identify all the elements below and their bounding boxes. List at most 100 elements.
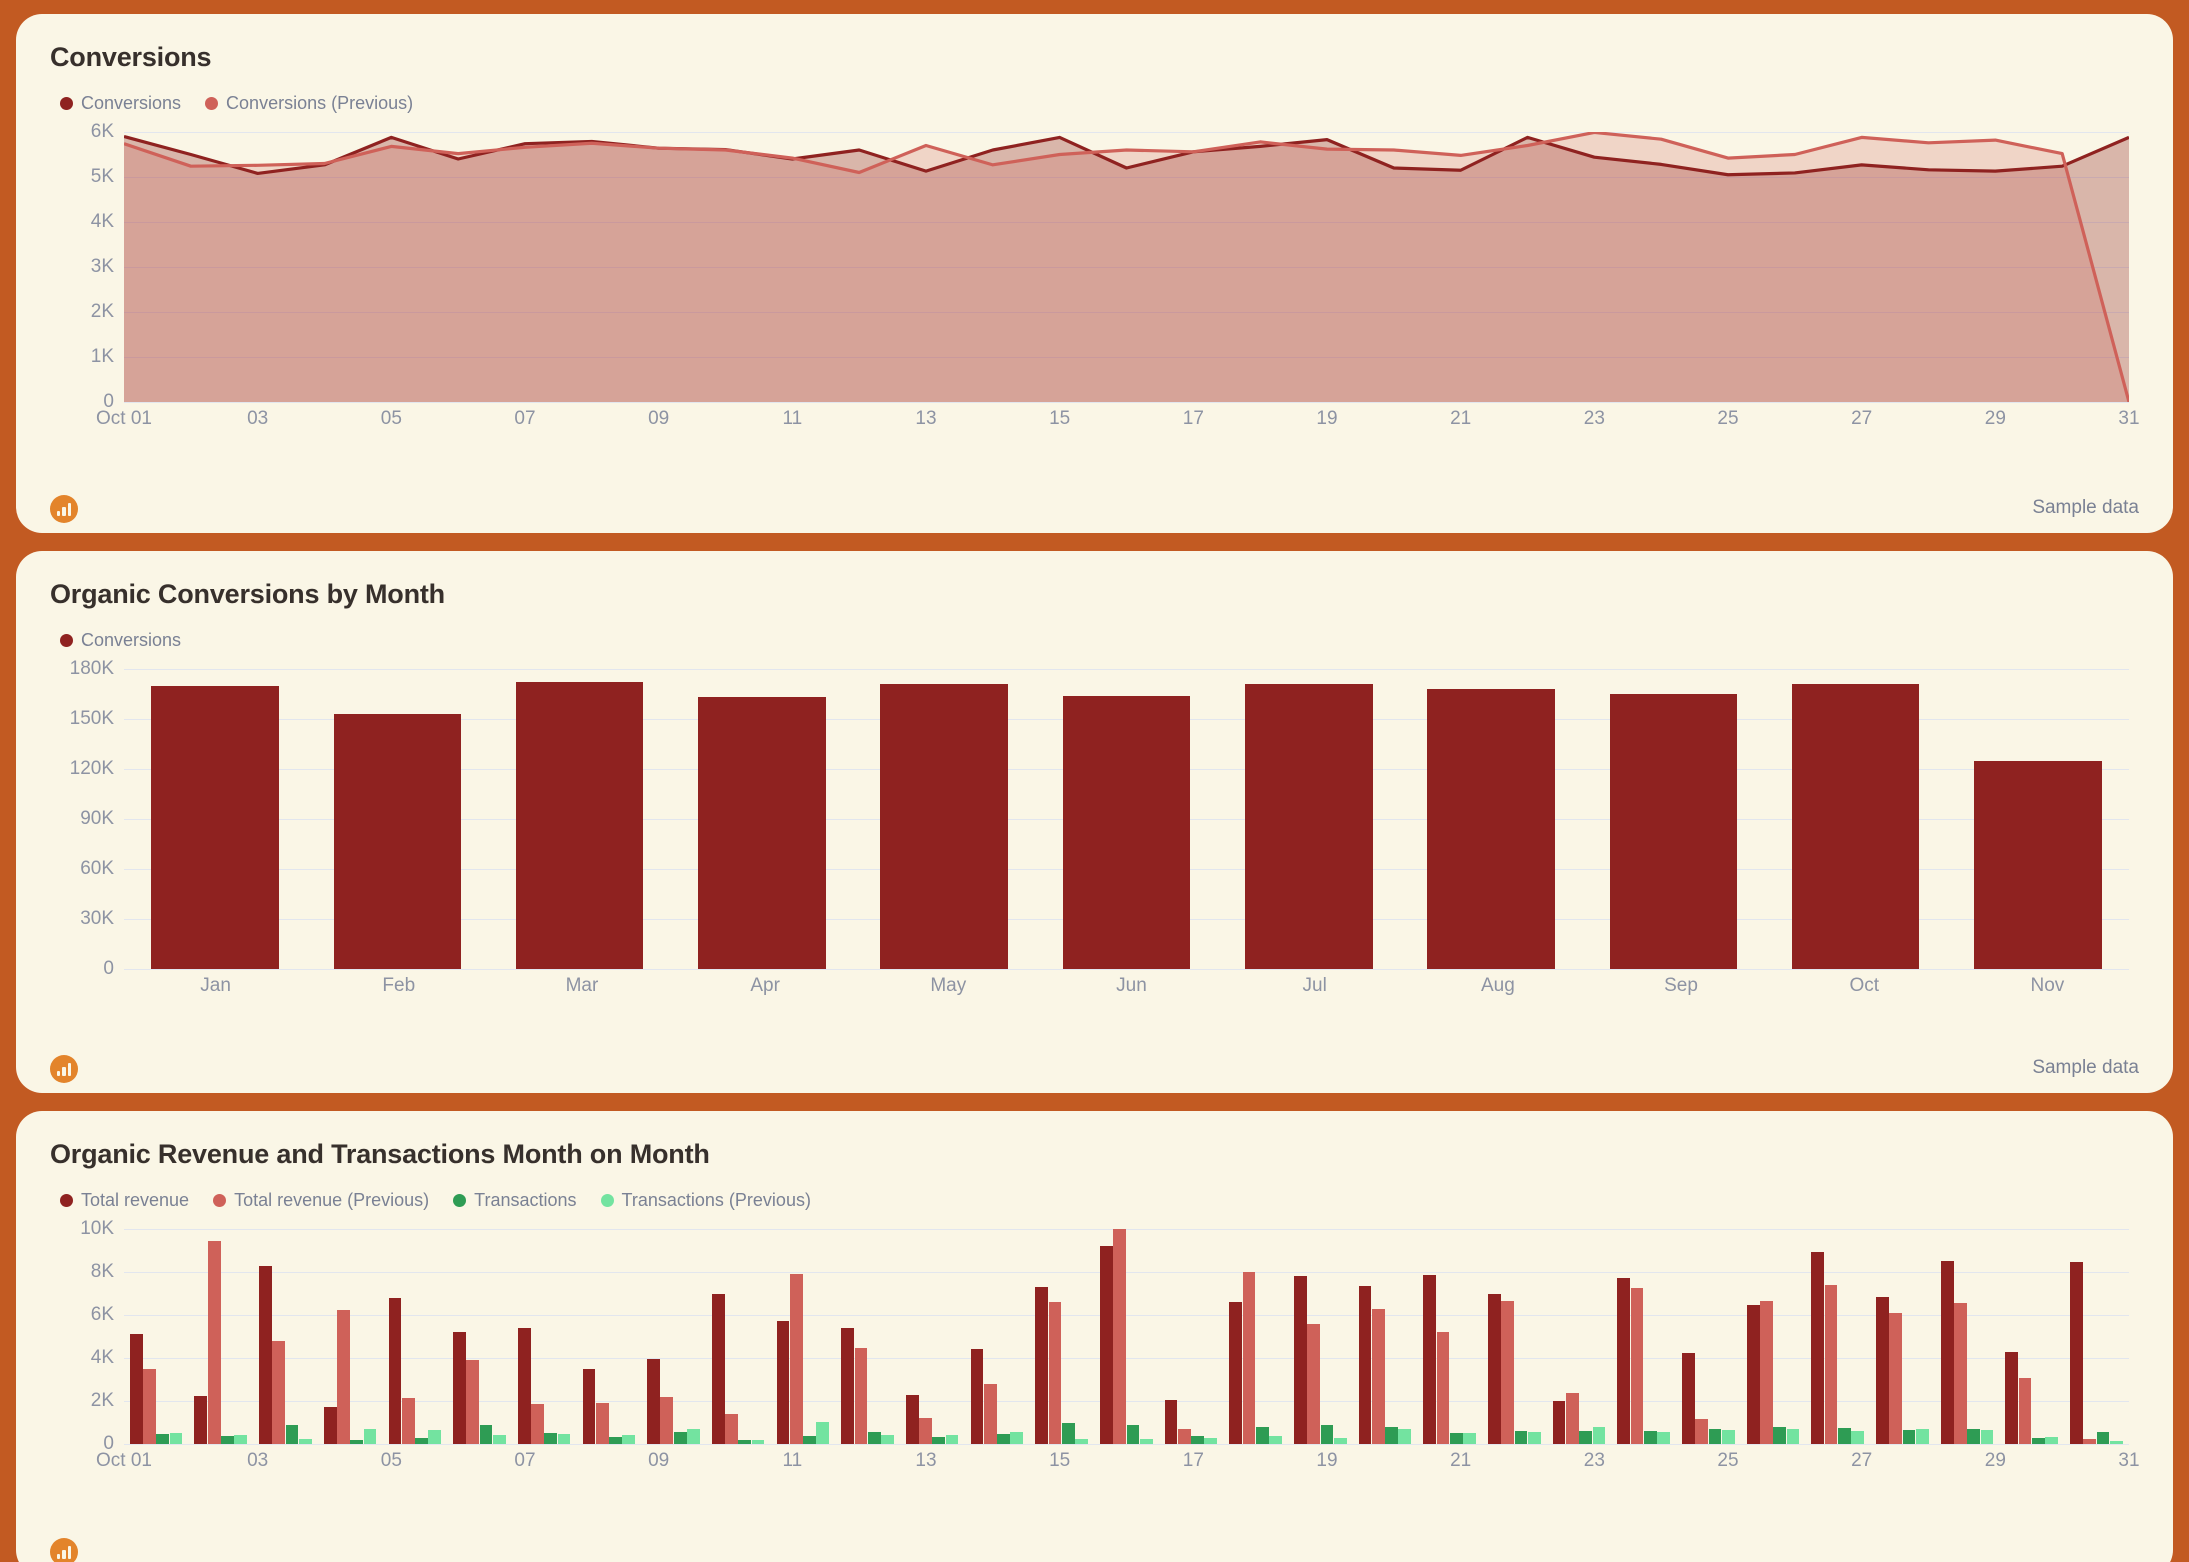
bar[interactable] bbox=[945, 1434, 959, 1444]
bar[interactable] bbox=[1617, 1278, 1631, 1444]
bar[interactable] bbox=[932, 1437, 946, 1444]
bar[interactable] bbox=[2083, 1438, 2097, 1444]
bar[interactable] bbox=[272, 1340, 286, 1444]
bar[interactable] bbox=[1889, 1312, 1903, 1444]
bar[interactable] bbox=[2018, 1378, 2032, 1444]
bar[interactable] bbox=[337, 1309, 350, 1444]
bar[interactable] bbox=[881, 1435, 894, 1444]
bar[interactable] bbox=[1579, 1431, 1592, 1444]
bar[interactable] bbox=[1708, 1429, 1722, 1444]
bar[interactable] bbox=[1565, 1393, 1579, 1444]
bar[interactable] bbox=[1609, 694, 1738, 969]
bar[interactable] bbox=[1244, 684, 1373, 969]
bar[interactable] bbox=[1126, 1425, 1140, 1444]
bar[interactable] bbox=[1721, 1430, 1735, 1444]
bar[interactable] bbox=[997, 1433, 1010, 1444]
legend-item[interactable]: Total revenue (Previous) bbox=[213, 1190, 429, 1211]
bar[interactable] bbox=[1294, 1276, 1307, 1444]
bar[interactable] bbox=[1695, 1419, 1709, 1444]
bar[interactable] bbox=[1940, 1261, 1954, 1444]
bar[interactable] bbox=[1974, 760, 2102, 969]
bar[interactable] bbox=[1773, 1426, 1787, 1444]
bar[interactable] bbox=[453, 1332, 466, 1444]
bar[interactable] bbox=[1876, 1296, 1889, 1444]
bar[interactable] bbox=[1358, 1285, 1372, 1444]
bar[interactable] bbox=[1035, 1287, 1049, 1444]
bar[interactable] bbox=[298, 1438, 312, 1444]
bar[interactable] bbox=[880, 684, 1008, 969]
bar[interactable] bbox=[194, 1395, 208, 1444]
bar[interactable] bbox=[1204, 1437, 1218, 1444]
legend-item[interactable]: Conversions bbox=[60, 93, 181, 114]
bar[interactable] bbox=[388, 1297, 402, 1444]
legend-item[interactable]: Total revenue bbox=[60, 1190, 189, 1211]
bar[interactable] bbox=[1488, 1293, 1501, 1444]
bar[interactable] bbox=[919, 1418, 932, 1444]
bar[interactable] bbox=[333, 714, 462, 969]
bar[interactable] bbox=[1592, 1427, 1606, 1444]
bar[interactable] bbox=[1398, 1428, 1412, 1444]
bar[interactable] bbox=[156, 1433, 170, 1444]
bar[interactable] bbox=[1837, 1427, 1851, 1444]
bar[interactable] bbox=[1746, 1305, 1760, 1444]
bar[interactable] bbox=[1333, 1437, 1347, 1444]
bar[interactable] bbox=[647, 1359, 660, 1444]
bar[interactable] bbox=[479, 1425, 493, 1444]
bar[interactable] bbox=[841, 1327, 855, 1444]
bar[interactable] bbox=[816, 1422, 830, 1444]
bar[interactable] bbox=[1099, 1246, 1113, 1444]
bar[interactable] bbox=[531, 1404, 544, 1444]
bar[interactable] bbox=[1967, 1428, 1981, 1444]
bar[interactable] bbox=[1514, 1431, 1528, 1444]
bar[interactable] bbox=[1177, 1428, 1191, 1444]
legend-item[interactable]: Conversions (Previous) bbox=[205, 93, 413, 114]
bar[interactable] bbox=[622, 1435, 636, 1444]
bar[interactable] bbox=[1657, 1432, 1670, 1444]
bar[interactable] bbox=[1436, 1332, 1450, 1444]
bar[interactable] bbox=[415, 1437, 428, 1444]
bar[interactable] bbox=[1061, 1422, 1075, 1444]
bar[interactable] bbox=[363, 1428, 377, 1444]
bar[interactable] bbox=[1048, 1302, 1062, 1444]
bar[interactable] bbox=[1371, 1308, 1385, 1444]
bar[interactable] bbox=[234, 1434, 248, 1444]
bar[interactable] bbox=[1463, 1433, 1476, 1444]
bar[interactable] bbox=[2070, 1262, 2083, 1444]
bar[interactable] bbox=[221, 1436, 234, 1444]
bar[interactable] bbox=[789, 1274, 803, 1444]
legend-item[interactable]: Transactions (Previous) bbox=[600, 1190, 811, 1211]
bar-chart-icon[interactable] bbox=[50, 1538, 78, 1562]
bar[interactable] bbox=[725, 1413, 738, 1444]
bar[interactable] bbox=[1682, 1352, 1695, 1444]
bar[interactable] bbox=[428, 1430, 442, 1444]
bar[interactable] bbox=[1449, 1433, 1463, 1444]
bar[interactable] bbox=[492, 1434, 506, 1444]
bar[interactable] bbox=[1307, 1323, 1321, 1444]
bar[interactable] bbox=[738, 1439, 752, 1444]
bar[interactable] bbox=[776, 1321, 790, 1444]
bar[interactable] bbox=[905, 1394, 919, 1444]
bar[interactable] bbox=[983, 1383, 997, 1444]
bar[interactable] bbox=[1791, 684, 1920, 969]
bar-chart-icon[interactable] bbox=[50, 1055, 78, 1083]
legend-item[interactable]: Conversions bbox=[60, 630, 181, 651]
bar[interactable] bbox=[2045, 1436, 2058, 1444]
bar[interactable] bbox=[1269, 1436, 1282, 1444]
bar[interactable] bbox=[129, 1334, 143, 1444]
bar[interactable] bbox=[1630, 1288, 1644, 1444]
bar[interactable] bbox=[582, 1368, 596, 1444]
bar[interactable] bbox=[2096, 1431, 2110, 1444]
bar[interactable] bbox=[1010, 1431, 1024, 1444]
bar[interactable] bbox=[1242, 1272, 1256, 1444]
bar[interactable] bbox=[1552, 1401, 1566, 1444]
bar[interactable] bbox=[673, 1431, 687, 1444]
bar-chart-icon[interactable] bbox=[50, 495, 78, 523]
bar[interactable] bbox=[803, 1435, 816, 1444]
bar[interactable] bbox=[169, 1432, 183, 1444]
bar[interactable] bbox=[609, 1437, 622, 1444]
bar[interactable] bbox=[1164, 1399, 1178, 1444]
bar[interactable] bbox=[207, 1240, 221, 1444]
bar[interactable] bbox=[854, 1348, 868, 1444]
bar[interactable] bbox=[544, 1432, 558, 1444]
bar[interactable] bbox=[323, 1407, 337, 1444]
